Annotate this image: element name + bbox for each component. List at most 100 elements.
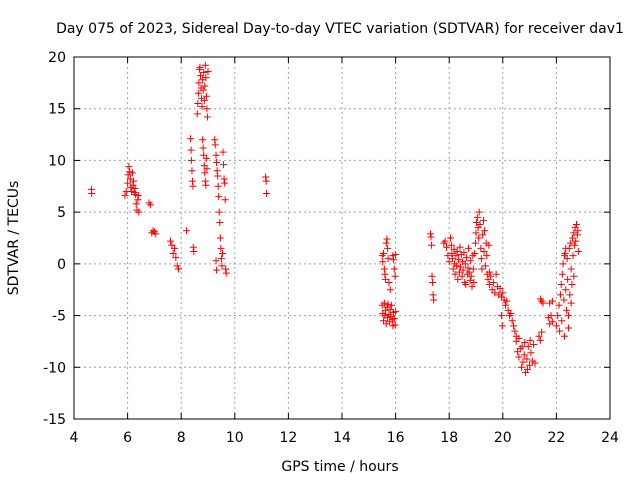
data-point-marker bbox=[380, 250, 388, 258]
y-tick-label: 5 bbox=[57, 205, 66, 221]
data-point-marker bbox=[135, 208, 143, 216]
data-point-marker bbox=[472, 229, 480, 237]
y-tick-label: 15 bbox=[48, 102, 66, 118]
data-point-marker bbox=[538, 328, 546, 336]
data-point-marker bbox=[471, 239, 479, 247]
data-point-marker bbox=[526, 361, 534, 369]
data-point-marker bbox=[467, 272, 475, 280]
data-point-marker bbox=[201, 169, 209, 177]
data-point-marker bbox=[568, 281, 576, 289]
data-point-marker bbox=[386, 305, 394, 313]
data-point-marker bbox=[124, 171, 132, 179]
data-point-marker bbox=[202, 181, 210, 189]
data-point-marker bbox=[202, 154, 210, 162]
data-point-marker bbox=[199, 86, 207, 94]
data-point-marker bbox=[381, 306, 389, 314]
data-point-marker bbox=[449, 265, 457, 273]
data-point-marker bbox=[211, 136, 219, 144]
data-point-marker bbox=[195, 79, 203, 87]
data-point-marker bbox=[214, 182, 222, 190]
data-point-marker bbox=[124, 179, 132, 187]
x-tick-label: 20 bbox=[494, 430, 512, 446]
data-point-marker bbox=[501, 301, 509, 309]
data-point-marker bbox=[173, 262, 181, 270]
data-point-marker bbox=[478, 265, 486, 273]
data-point-marker bbox=[566, 239, 574, 247]
data-point-marker bbox=[218, 250, 226, 258]
data-point-marker bbox=[462, 281, 470, 289]
data-point-marker bbox=[527, 349, 535, 357]
data-point-marker bbox=[125, 163, 133, 171]
data-point-marker bbox=[560, 332, 568, 340]
data-point-marker bbox=[463, 254, 471, 262]
data-point-marker bbox=[391, 321, 399, 329]
data-point-marker bbox=[569, 252, 577, 260]
data-point-marker bbox=[489, 278, 497, 286]
data-point-marker bbox=[213, 167, 221, 175]
data-point-marker bbox=[548, 318, 556, 326]
y-axis-label: SDTVAR / TECUs bbox=[6, 181, 22, 296]
data-point-marker bbox=[480, 247, 488, 255]
data-point-marker bbox=[203, 105, 211, 113]
data-point-marker bbox=[570, 272, 578, 280]
data-point-marker bbox=[530, 341, 538, 349]
data-point-marker bbox=[568, 234, 576, 242]
data-point-marker bbox=[563, 306, 571, 314]
data-point-marker bbox=[213, 266, 221, 274]
data-point-marker bbox=[483, 252, 491, 260]
data-point-marker bbox=[555, 301, 563, 309]
data-point-marker bbox=[262, 173, 270, 181]
data-point-marker bbox=[481, 262, 489, 270]
data-point-marker bbox=[217, 244, 225, 252]
data-point-marker bbox=[213, 158, 221, 166]
data-point-marker bbox=[573, 231, 581, 239]
data-point-marker bbox=[503, 297, 511, 305]
data-point-marker bbox=[379, 258, 387, 266]
data-point-marker bbox=[202, 74, 210, 82]
data-point-marker bbox=[464, 264, 472, 272]
data-point-marker bbox=[146, 201, 154, 209]
data-point-marker bbox=[200, 69, 208, 77]
data-point-marker bbox=[200, 96, 208, 104]
data-point-marker bbox=[427, 233, 435, 241]
data-point-marker bbox=[380, 299, 388, 307]
data-point-marker bbox=[221, 179, 229, 187]
data-point-marker bbox=[392, 307, 400, 315]
data-point-marker bbox=[518, 363, 526, 371]
data-point-marker bbox=[390, 265, 398, 273]
data-point-marker bbox=[188, 167, 196, 175]
x-tick-label: 8 bbox=[177, 430, 186, 446]
data-point-marker bbox=[477, 244, 485, 252]
data-point-marker bbox=[475, 208, 483, 216]
data-point-marker bbox=[189, 243, 197, 251]
data-point-marker bbox=[496, 285, 504, 293]
data-point-marker bbox=[204, 67, 212, 75]
y-axis-ticks: -15 -10 -5 0 5 10 15 20 bbox=[43, 50, 610, 428]
data-point-marker bbox=[485, 268, 493, 276]
data-point-marker bbox=[187, 146, 195, 154]
data-point-marker bbox=[491, 289, 499, 297]
data-point-marker bbox=[199, 144, 207, 152]
data-point-marker bbox=[508, 317, 516, 325]
data-point-marker bbox=[428, 241, 436, 249]
data-point-marker bbox=[171, 244, 178, 252]
data-point-marker bbox=[172, 254, 180, 262]
data-point-marker bbox=[88, 190, 96, 198]
data-point-marker bbox=[556, 291, 564, 299]
data-point-marker bbox=[203, 165, 211, 173]
data-point-marker bbox=[222, 269, 230, 277]
data-point-marker bbox=[552, 322, 560, 330]
data-point-marker bbox=[384, 244, 392, 252]
data-point-marker bbox=[520, 351, 528, 359]
data-point-marker bbox=[447, 241, 455, 249]
data-point-marker bbox=[523, 365, 531, 373]
data-point-marker bbox=[535, 332, 543, 340]
data-point-marker bbox=[215, 193, 223, 201]
data-point-marker bbox=[539, 299, 547, 307]
data-point-marker bbox=[220, 161, 228, 169]
data-point-marker bbox=[521, 338, 529, 346]
data-point-marker bbox=[455, 268, 463, 276]
data-point-marker bbox=[201, 82, 209, 90]
data-point-marker bbox=[392, 251, 400, 259]
data-point-marker bbox=[429, 291, 437, 299]
